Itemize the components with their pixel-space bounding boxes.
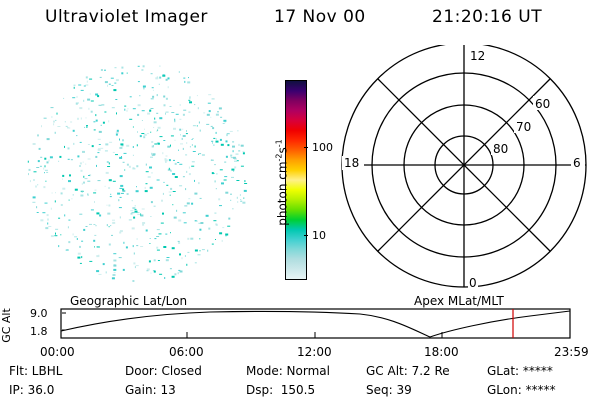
apex-coords-label: Apex MLat/MLT	[414, 294, 504, 308]
instrument-title: Ultraviolet Imager	[45, 7, 208, 27]
y-tick-bottom: 1.8	[30, 325, 48, 338]
glat-info: GLat: *****	[487, 364, 553, 378]
gc-alt-axis-label: GC Alt	[0, 308, 13, 343]
mlt-label-0: 0	[469, 276, 477, 290]
x-tick-label-0000: 00:00	[40, 345, 75, 359]
door-info: Door: Closed	[125, 364, 202, 378]
altitude-timeline	[60, 308, 571, 339]
colorbar-unit-label: photon cm-2s-1	[274, 139, 290, 226]
date-label: 17 Nov 00	[274, 7, 366, 27]
geographic-coords-label: Geographic Lat/Lon	[70, 294, 188, 308]
mlat-label-80: 80	[493, 142, 508, 156]
colorbar-tick-100: 100	[312, 141, 333, 154]
filter-info: Flt: LBHL	[9, 364, 63, 378]
dsp-info: Dsp: 150.5	[246, 383, 316, 397]
color-bar-gradient	[286, 81, 306, 279]
gain-info: Gain: 13	[125, 383, 176, 397]
uv-image-pixels	[27, 65, 248, 282]
y-tick-top: 9.0	[30, 307, 48, 320]
mlt-label-18: 18	[344, 156, 359, 170]
colorbar-tick-mark-10	[304, 235, 308, 236]
mlat-label-60: 60	[535, 97, 550, 111]
ip-info: IP: 36.0	[9, 383, 55, 397]
polar-plot: 12 18 6 0 60 70 80	[341, 45, 587, 290]
meridian-diag-2	[377, 78, 551, 252]
colorbar-tick-10: 10	[312, 229, 326, 242]
mlt-label-12: 12	[470, 49, 485, 63]
x-tick-label-0600: 06:00	[169, 345, 204, 359]
seq-info: Seq: 39	[366, 383, 412, 397]
glon-info: GLon: *****	[487, 383, 556, 397]
mode-info: Mode: Normal	[246, 364, 330, 378]
x-tick-label-2359: 23:59	[554, 345, 589, 359]
colorbar-tick-mark-100	[304, 147, 308, 148]
time-label: 21:20:16 UT	[432, 7, 543, 27]
gc-alt-info: GC Alt: 7.2 Re	[366, 364, 450, 378]
mlat-label-70: 70	[516, 120, 531, 134]
uv-image	[27, 65, 248, 282]
color-bar	[285, 80, 307, 280]
x-tick-label-1200: 12:00	[297, 345, 332, 359]
mlt-label-6: 6	[573, 156, 581, 170]
x-tick-label-1800: 18:00	[424, 345, 459, 359]
altitude-curve	[60, 310, 571, 338]
